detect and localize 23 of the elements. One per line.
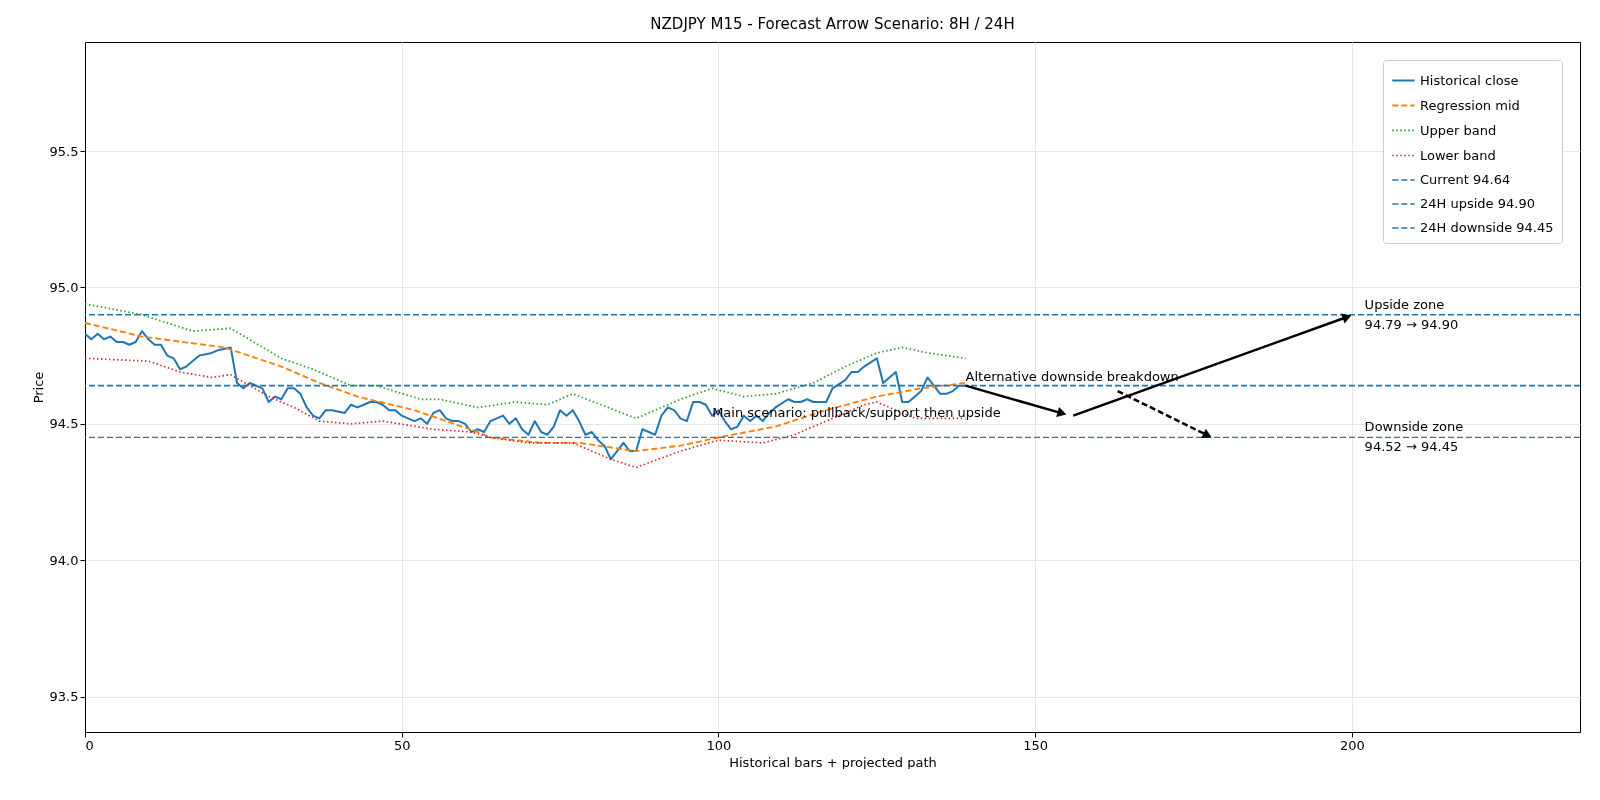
legend-label: 24H downside 94.45 <box>1420 220 1554 235</box>
y-axis-title: Price <box>30 371 46 404</box>
y-tick-label: 93.5 <box>49 689 79 705</box>
legend-label: 24H upside 94.90 <box>1420 196 1535 211</box>
legend-label: Historical close <box>1420 72 1519 88</box>
annotation: Downside zone 94.52 → 94.45 <box>1364 419 1464 455</box>
legend-label: Lower band <box>1420 147 1496 163</box>
y-tick-label: 95.5 <box>49 143 79 159</box>
y-tick-label: 95.0 <box>49 279 79 295</box>
legend-label: Regression mid <box>1420 97 1520 113</box>
legend-label: Upper band <box>1420 122 1497 138</box>
x-tick-label: 100 <box>706 737 732 753</box>
annotation: Upside zone 94.79 → 94.90 <box>1364 296 1459 332</box>
x-tick-label: 50 <box>393 737 411 753</box>
x-tick-label: 150 <box>1023 737 1049 753</box>
annotation: Alternative downside breakdown <box>965 369 1179 385</box>
chart-title: NZDJPY M15 - Forecast Arrow Scenario: 8H / 24H <box>650 15 1015 33</box>
x-tick-label: 200 <box>1340 737 1365 753</box>
y-tick-label: 94.5 <box>49 416 79 432</box>
x-axis-title: Historical bars + projected path <box>729 754 937 770</box>
x-tick-label: 0 <box>85 737 94 753</box>
y-tick-label: 94.0 <box>49 552 79 568</box>
legend-label: Current 94.64 <box>1420 172 1511 187</box>
